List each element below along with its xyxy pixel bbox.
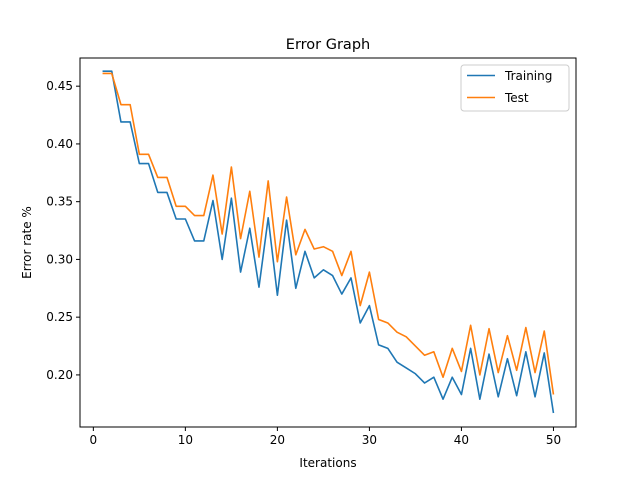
series-layer [102, 70, 555, 414]
legend-box [460, 64, 570, 112]
y-tick-label: 0.25 [46, 310, 73, 324]
x-tick-label: 10 [178, 433, 193, 447]
y-tick-label: 0.35 [46, 195, 73, 209]
x-tick-label: 50 [546, 433, 561, 447]
y-tick-label: 0.30 [46, 252, 73, 266]
chart-title: Error Graph [286, 37, 370, 53]
legend-label-training: Training [504, 69, 552, 83]
y-tick-label: 0.40 [46, 137, 73, 151]
series-line-test [102, 72, 555, 395]
plot-frame [79, 57, 577, 428]
y-axis: 0.20 0.25 0.30 0.35 0.40 0.45 [46, 79, 80, 382]
legend: Training Test [460, 64, 570, 112]
x-axis-label: Iterations [299, 456, 356, 470]
y-tick-label: 0.45 [46, 79, 73, 93]
x-tick-label: 20 [270, 433, 285, 447]
x-tick-label: 40 [454, 433, 469, 447]
legend-label-test: Test [504, 91, 529, 105]
x-tick-label: 30 [362, 433, 377, 447]
y-axis-label: Error rate % [20, 206, 34, 279]
x-tick-label: 0 [90, 433, 98, 447]
y-tick-label: 0.20 [46, 368, 73, 382]
series-line-training [102, 70, 555, 414]
x-axis: 0 10 20 30 40 50 [90, 427, 561, 447]
